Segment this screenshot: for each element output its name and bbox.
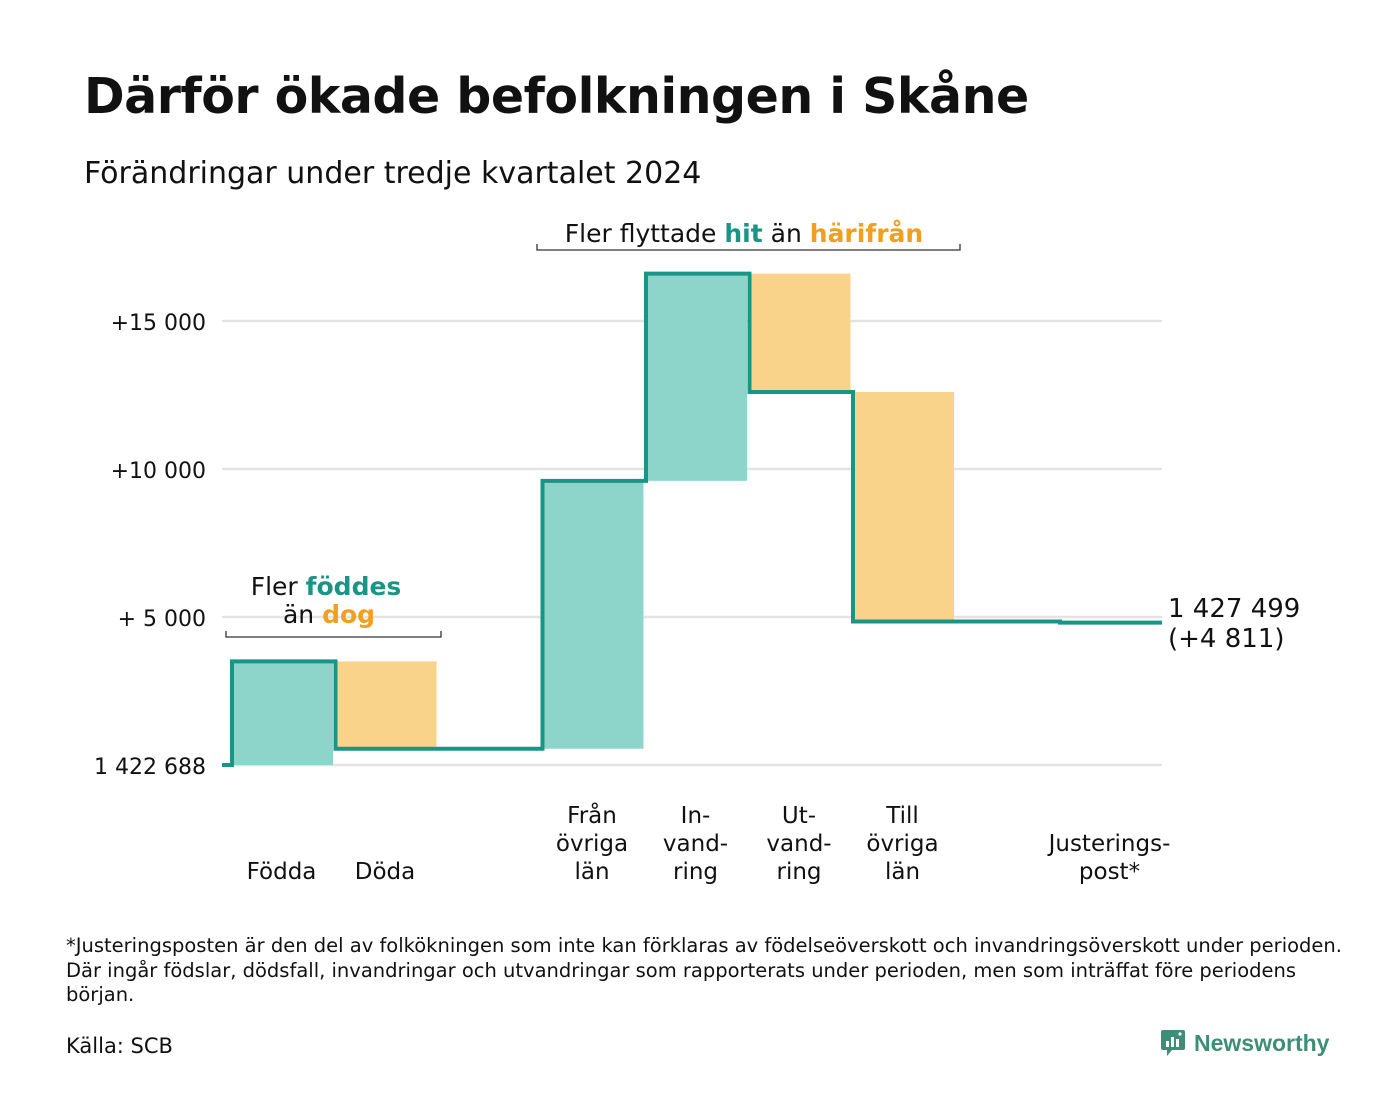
source-label: Källa: SCB	[66, 1034, 173, 1058]
y-tick-label: +15 000	[111, 311, 206, 336]
births-annotation-line2: än dog	[283, 600, 375, 629]
newsworthy-logo-icon	[1161, 1030, 1185, 1056]
bar-increase	[540, 480, 644, 749]
category-label: ring	[776, 859, 821, 885]
category-label: Ut-	[782, 803, 816, 829]
category-label: vand-	[663, 831, 728, 857]
bar-increase	[644, 273, 747, 481]
category-label: In-	[681, 803, 711, 829]
y-tick-label-baseline: 1 422 688	[94, 755, 206, 780]
category-label: Till	[885, 803, 919, 829]
brand-name: Newsworthy	[1194, 1029, 1330, 1056]
brand-logo: Newsworthy	[1160, 1028, 1329, 1058]
chart-title: Därför ökade befolkningen i Skåne	[84, 68, 1029, 125]
bars	[230, 273, 954, 765]
end-change-label: (+4 811)	[1168, 624, 1285, 654]
category-labels: Födda DödaFrånövrigalänIn-vand-ringUt-van…	[247, 801, 1171, 885]
births-annotation: Fler föddes än dog	[225, 572, 442, 638]
chart-subtitle: Förändringar under tredje kvartalet 2024	[84, 156, 702, 191]
migration-annotation-text: Fler flyttade hit än härifrån	[565, 219, 923, 248]
bar-decrease	[851, 392, 954, 622]
cumulative-step-line	[222, 271, 1162, 767]
category-label: post*	[1079, 859, 1140, 885]
category-label: övriga	[866, 831, 938, 857]
category-label: ring	[673, 859, 718, 885]
footnote: *Justeringsposten är den del av folkökni…	[66, 934, 1342, 1006]
category-label: Justerings-	[1047, 831, 1171, 857]
waterfall-chart: 1 422 688 + 5 000 +10 000 +15 000 Födda Döda…	[94, 219, 1300, 885]
bar-decrease	[333, 661, 437, 749]
category-label: län	[574, 859, 609, 885]
category-label: Döda	[355, 859, 415, 885]
births-annotation-line1: Fler föddes	[251, 572, 402, 601]
births-bracket	[225, 631, 442, 638]
category-label: län	[885, 859, 920, 885]
bar-increase	[230, 661, 333, 765]
bar-decrease	[747, 273, 851, 393]
migration-annotation: Fler flyttade hit än härifrån	[536, 219, 961, 251]
end-value-label: 1 427 499	[1168, 594, 1300, 624]
category-label: vand-	[766, 831, 831, 857]
category-label: övriga	[556, 831, 628, 857]
y-tick-label: + 5 000	[118, 607, 206, 632]
migration-bracket	[536, 244, 961, 251]
category-label: Från	[567, 801, 617, 829]
y-axis-labels: 1 422 688 + 5 000 +10 000 +15 000	[94, 311, 206, 780]
y-tick-label: +10 000	[111, 459, 206, 484]
category-label: Födda	[247, 859, 317, 885]
step-line	[222, 271, 1162, 767]
